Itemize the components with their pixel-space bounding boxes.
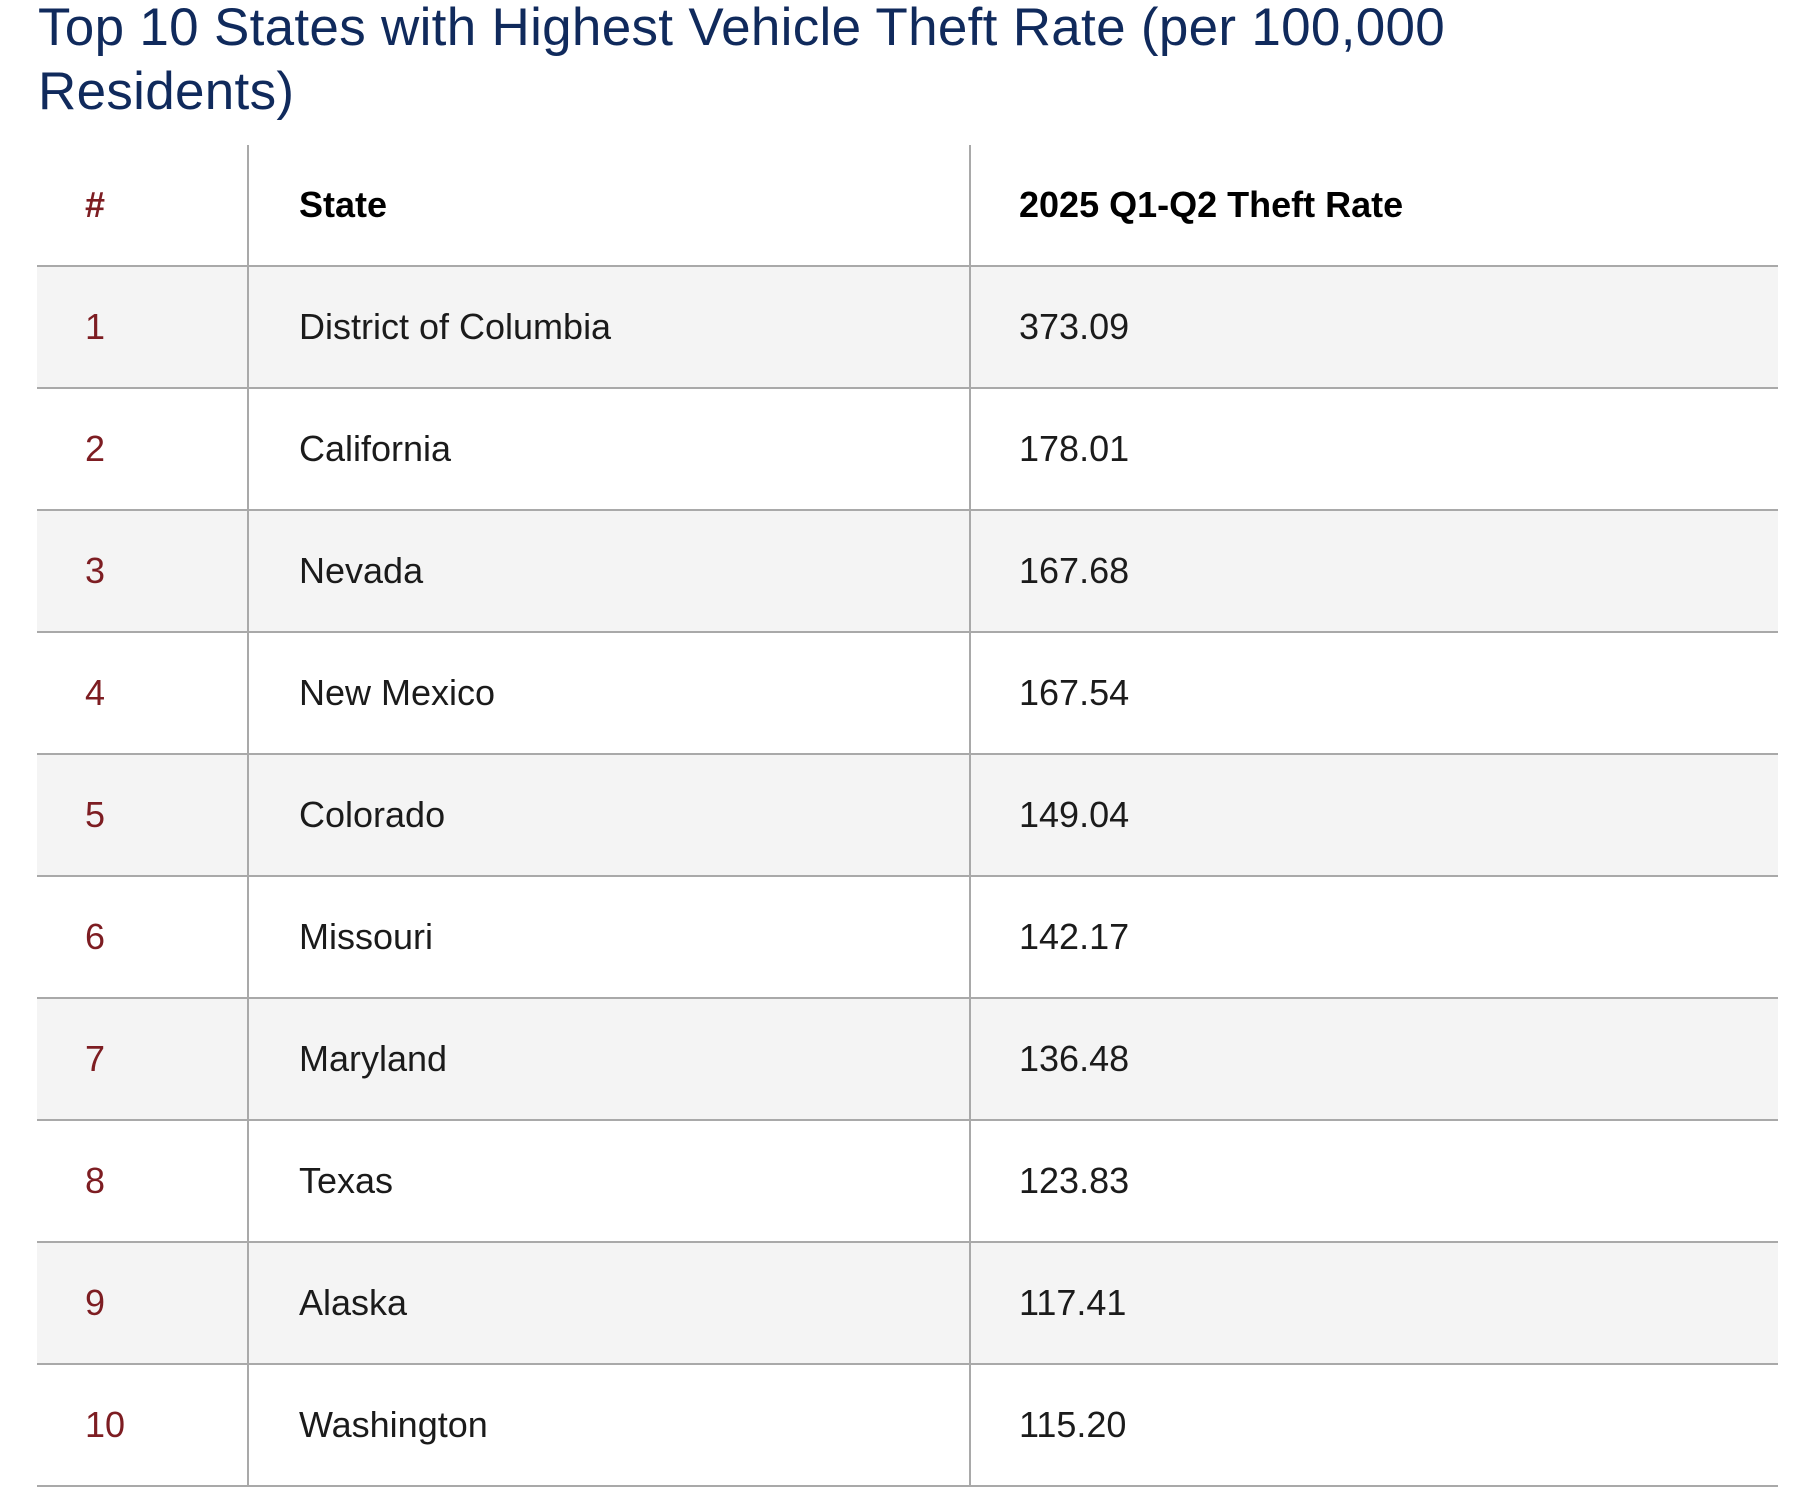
rate-cell: 136.48: [1019, 1038, 1130, 1079]
rank-cell: 4: [37, 633, 249, 753]
rank-cell: 10: [37, 1365, 249, 1485]
rank-cell: 1: [37, 267, 249, 387]
state-cell: Alaska: [249, 1243, 971, 1363]
rank-cell: 2: [37, 389, 249, 509]
rate-cell: 123.83: [1019, 1160, 1130, 1201]
state-cell: Washington: [249, 1365, 971, 1485]
rank-cell: 3: [37, 511, 249, 631]
rank-cell: 5: [37, 755, 249, 875]
state-cell: District of Columbia: [249, 267, 971, 387]
table-row: 5 Colorado 149.04: [37, 755, 1778, 877]
state-cell: Maryland: [249, 999, 971, 1119]
header-rate: 2025 Q1-Q2 Theft Rate: [1019, 184, 1404, 225]
state-cell: New Mexico: [249, 633, 971, 753]
header-rank: #: [37, 145, 249, 265]
state-cell: Texas: [249, 1121, 971, 1241]
state-cell: Colorado: [249, 755, 971, 875]
table-row: 1 District of Columbia 373.09: [37, 267, 1778, 389]
state-cell: Missouri: [249, 877, 971, 997]
table-row: 7 Maryland 136.48: [37, 999, 1778, 1121]
rank-cell: 9: [37, 1243, 249, 1363]
state-cell: Nevada: [249, 511, 971, 631]
state-cell: California: [249, 389, 971, 509]
header-state: State: [249, 145, 971, 265]
table-row: 2 California 178.01: [37, 389, 1778, 511]
rate-cell: 117.41: [1019, 1282, 1127, 1323]
rate-cell: 115.20: [1019, 1404, 1127, 1445]
table-header-row: # State 2025 Q1-Q2 Theft Rate: [37, 145, 1778, 267]
table-row: 4 New Mexico 167.54: [37, 633, 1778, 755]
rank-cell: 6: [37, 877, 249, 997]
table-row: 10 Washington 115.20: [37, 1365, 1778, 1487]
rate-cell: 167.68: [1019, 550, 1130, 591]
table-row: 8 Texas 123.83: [37, 1121, 1778, 1243]
table-row: 9 Alaska 117.41: [37, 1243, 1778, 1365]
rate-cell: 178.01: [1019, 428, 1130, 469]
rate-cell: 149.04: [1019, 794, 1130, 835]
rank-cell: 7: [37, 999, 249, 1119]
table-row: 6 Missouri 142.17: [37, 877, 1778, 999]
rank-cell: 8: [37, 1121, 249, 1241]
page-title: Top 10 States with Highest Vehicle Theft…: [38, 0, 1446, 121]
rate-cell: 142.17: [1019, 916, 1130, 957]
rate-cell: 167.54: [1019, 672, 1130, 713]
table-row: 3 Nevada 167.68: [37, 511, 1778, 633]
theft-rate-table: # State 2025 Q1-Q2 Theft Rate 1 District…: [37, 145, 1778, 1487]
rate-cell: 373.09: [1019, 306, 1130, 347]
